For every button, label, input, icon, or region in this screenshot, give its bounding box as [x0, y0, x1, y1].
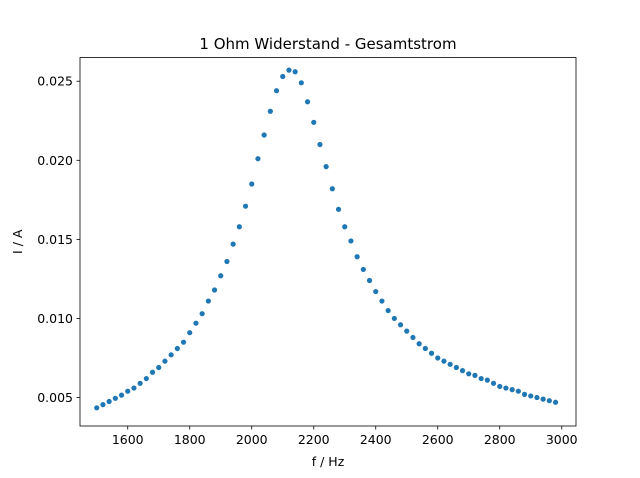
data-point: [112, 395, 118, 401]
data-point: [348, 238, 354, 244]
x-tick-label: 1600: [112, 432, 144, 447]
data-point: [317, 141, 323, 148]
data-point: [180, 339, 187, 345]
data-point: [311, 119, 317, 125]
data-point: [497, 383, 503, 390]
data-point: [515, 388, 521, 394]
data-point: [441, 358, 447, 364]
data-point: [193, 320, 199, 326]
data-point: [187, 330, 193, 336]
data-point: [168, 352, 174, 358]
data-point: [422, 345, 428, 352]
data-point: [162, 358, 168, 364]
data-point: [466, 371, 472, 377]
data-point: [304, 99, 311, 105]
data-point: [280, 73, 286, 80]
data-point: [391, 315, 397, 322]
y-axis-ticks: 0.005 0.010 0.015 0.020 0.025: [37, 74, 80, 405]
x-tick-label: 2800: [484, 432, 516, 447]
data-point: [342, 224, 348, 230]
x-tick-label: 2400: [360, 432, 392, 447]
data-point: [329, 186, 335, 192]
data-point: [205, 298, 211, 304]
data-point: [149, 369, 156, 375]
data-point: [242, 203, 249, 209]
data-point: [224, 258, 230, 265]
data-point: [373, 288, 379, 295]
data-points: [94, 67, 559, 411]
data-point: [118, 392, 125, 398]
data-point: [428, 350, 435, 356]
data-point: [534, 394, 540, 401]
x-tick-label: 1800: [174, 432, 206, 447]
data-point: [292, 69, 298, 75]
data-point: [323, 164, 329, 170]
data-point: [174, 345, 180, 352]
data-point: [546, 398, 552, 404]
x-tick-label: 2600: [422, 432, 454, 447]
data-point: [528, 393, 534, 399]
x-axis-label: f / Hz: [312, 454, 345, 469]
data-point: [360, 266, 366, 273]
data-point: [261, 132, 267, 138]
data-point: [521, 391, 528, 397]
data-point: [273, 88, 280, 94]
x-tick-label: 2200: [298, 432, 330, 447]
data-point: [218, 273, 224, 279]
data-point: [404, 328, 410, 334]
data-point: [459, 368, 466, 374]
y-tick-label: 0.025: [37, 74, 73, 89]
data-point: [100, 402, 106, 408]
data-point: [94, 405, 100, 411]
data-point: [230, 241, 236, 247]
data-point: [106, 398, 112, 405]
data-point: [540, 396, 546, 402]
data-point: [156, 364, 162, 371]
data-point: [335, 206, 342, 212]
data-point: [236, 224, 242, 230]
data-point: [199, 311, 205, 317]
data-point: [490, 380, 497, 386]
data-point: [416, 341, 422, 347]
data-point: [503, 385, 509, 391]
data-point: [211, 287, 218, 293]
plot-frame: [79, 57, 577, 427]
data-point: [354, 254, 360, 260]
y-tick-label: 0.020: [37, 153, 73, 168]
data-point: [410, 334, 416, 341]
data-point: [286, 67, 292, 73]
data-point: [472, 372, 478, 378]
y-tick-label: 0.005: [37, 390, 73, 405]
data-point: [478, 375, 484, 382]
data-point: [397, 322, 404, 328]
data-point: [552, 399, 559, 405]
y-tick-label: 0.010: [37, 311, 73, 326]
data-point: [267, 108, 273, 114]
data-point: [385, 307, 391, 314]
data-point: [484, 377, 490, 383]
data-point: [143, 375, 149, 382]
data-point: [447, 361, 453, 367]
data-point: [255, 156, 261, 162]
data-point: [509, 387, 515, 393]
data-point: [298, 80, 304, 86]
data-point: [131, 385, 137, 391]
data-point: [137, 380, 143, 386]
data-point: [125, 388, 131, 394]
data-point: [379, 298, 385, 304]
data-point: [249, 181, 255, 187]
chart-title: 1 Ohm Widerstand - Gesamtstrom: [199, 35, 456, 53]
x-axis-ticks: 1600 1800 2000 2200 2400 2600 2800 3000: [112, 426, 578, 447]
x-tick-label: 3000: [546, 432, 578, 447]
y-tick-label: 0.015: [37, 232, 73, 247]
data-point: [453, 364, 459, 371]
data-point: [435, 355, 441, 361]
y-axis-label: I / A: [10, 229, 25, 254]
data-point: [366, 277, 373, 284]
x-tick-label: 2000: [236, 432, 268, 447]
